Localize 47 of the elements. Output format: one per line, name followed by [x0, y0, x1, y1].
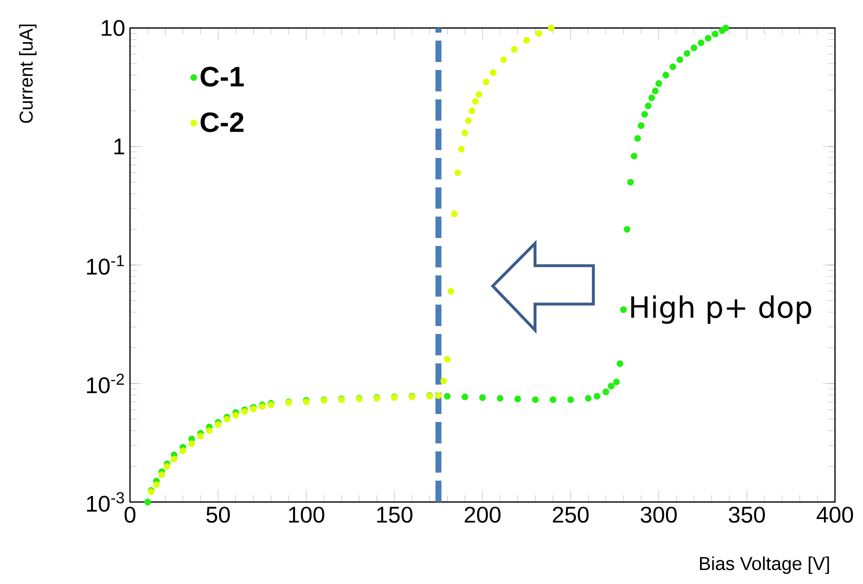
- legend-label: C-1: [200, 66, 244, 87]
- point: [454, 169, 462, 176]
- y-tick-label: 1: [114, 138, 124, 154]
- x-tick-label: 400: [816, 506, 854, 523]
- point: [232, 412, 240, 419]
- point: [510, 46, 518, 53]
- point: [447, 288, 454, 295]
- x-tick-label: 300: [640, 506, 677, 523]
- point: [197, 432, 204, 440]
- point: [180, 448, 186, 454]
- point: [465, 117, 472, 124]
- point: [164, 462, 170, 470]
- point: [490, 69, 496, 76]
- point: [548, 24, 555, 32]
- x-tick-label: 50: [206, 506, 230, 523]
- y-axis-title: Current [uA]: [19, 24, 36, 123]
- point: [158, 471, 166, 478]
- x-tick-label: 350: [728, 506, 765, 523]
- point: [440, 378, 448, 384]
- point: [206, 427, 213, 434]
- y-tick-label: 10$^{-2}$: [87, 374, 124, 394]
- point: [536, 30, 542, 37]
- point: [476, 91, 482, 98]
- point: [523, 36, 530, 44]
- x-tick-label: 100: [289, 506, 324, 523]
- point: [170, 456, 178, 462]
- point: [500, 56, 507, 64]
- point: [450, 210, 458, 218]
- x-tick-label: 0: [124, 506, 136, 523]
- x-tick-label: 200: [464, 506, 501, 523]
- x-tick-label: 250: [552, 506, 589, 523]
- point: [153, 481, 160, 488]
- y-tick-label: 10: [102, 20, 124, 36]
- y-tick-label: 10$^{-3}$: [87, 492, 124, 512]
- x-tick-label: 150: [377, 506, 412, 523]
- annotation: High p+ dop: [631, 295, 812, 324]
- point: [468, 107, 476, 114]
- x-axis-title: Bias Voltage [V]: [700, 556, 829, 574]
- point: [458, 146, 465, 152]
- point: [462, 130, 468, 136]
- point: [444, 356, 451, 363]
- point: [472, 98, 479, 105]
- point: [435, 392, 442, 399]
- point: [482, 78, 490, 86]
- legend-label: C-2: [200, 112, 244, 132]
- y-tick-label: 10$^{-1}$: [87, 255, 124, 275]
- point: [188, 440, 196, 448]
